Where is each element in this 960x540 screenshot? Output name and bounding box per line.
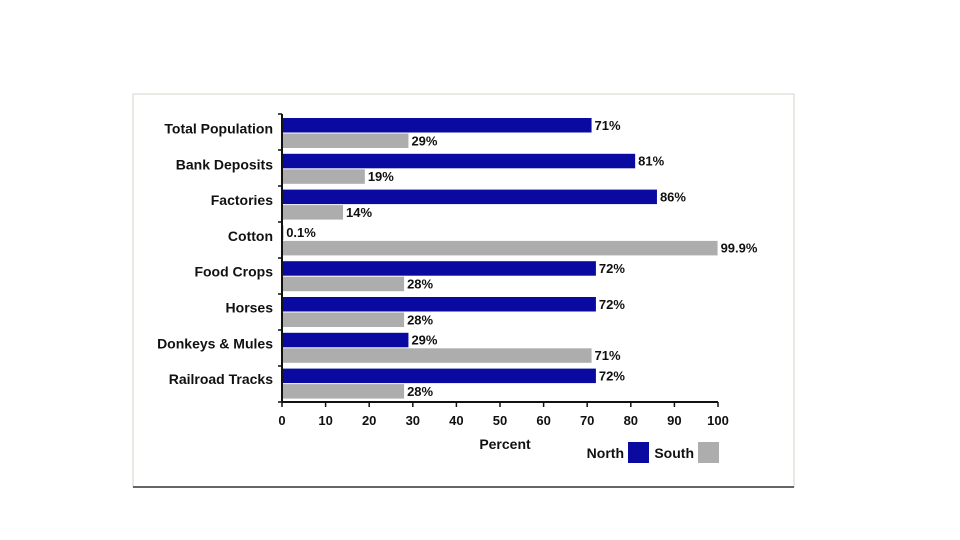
legend-label-south: South — [654, 445, 694, 461]
x-tick-label-40: 40 — [449, 413, 463, 428]
legend-swatch-north — [628, 442, 649, 463]
bar-south-total-population — [282, 133, 409, 148]
bar-south-bank-deposits — [282, 169, 365, 184]
category-label-horses: Horses — [226, 300, 274, 316]
bar-south-horses — [282, 312, 405, 327]
category-label-railroad-tracks: Railroad Tracks — [169, 371, 273, 387]
data-label-south-food-crops: 28% — [407, 276, 433, 291]
x-tick-label-70: 70 — [580, 413, 594, 428]
bar-north-bank-deposits — [282, 153, 636, 169]
x-axis-title: Percent — [479, 436, 531, 452]
bar-south-food-crops — [282, 276, 405, 292]
category-label-bank-deposits: Bank Deposits — [176, 156, 273, 172]
bar-north-donkeys-and-mules — [282, 332, 409, 348]
data-label-north-factories: 86% — [660, 189, 686, 204]
data-label-north-food-crops: 72% — [599, 261, 625, 276]
data-label-north-horses: 72% — [599, 297, 625, 312]
data-label-north-cotton: 0.1% — [286, 225, 316, 240]
bar-north-horses — [282, 297, 596, 312]
chart-frame — [132, 93, 795, 488]
legend-swatch-south — [698, 442, 719, 463]
data-label-south-railroad-tracks: 28% — [407, 384, 433, 399]
category-label-total-population: Total Population — [164, 121, 273, 137]
x-tick-label-100: 100 — [707, 413, 729, 428]
data-label-south-donkeys-and-mules: 71% — [595, 348, 621, 363]
data-label-south-factories: 14% — [346, 205, 372, 220]
legend-label-north: North — [587, 445, 624, 461]
data-label-south-total-population: 29% — [411, 133, 437, 148]
x-tick-label-80: 80 — [624, 413, 638, 428]
data-label-north-railroad-tracks: 72% — [599, 368, 625, 383]
category-label-factories: Factories — [211, 192, 273, 208]
bar-north-food-crops — [282, 261, 596, 276]
data-label-south-bank-deposits: 19% — [368, 169, 394, 184]
data-label-north-bank-deposits: 81% — [638, 154, 664, 169]
x-tick-label-90: 90 — [667, 413, 681, 428]
x-tick-label-0: 0 — [278, 413, 285, 428]
data-label-north-donkeys-and-mules: 29% — [411, 333, 437, 348]
bar-south-railroad-tracks — [282, 384, 405, 399]
data-label-south-cotton: 99.9% — [721, 241, 758, 256]
bar-south-factories — [282, 205, 344, 220]
plot-area: 71% 29% Total Population 81% 19% Bank Deposit… — [157, 113, 758, 463]
data-label-north-total-population: 71% — [595, 118, 621, 133]
x-tick-label-60: 60 — [536, 413, 550, 428]
bar-north-factories — [282, 189, 657, 205]
category-label-donkeys-and-mules: Donkeys & Mules — [157, 335, 273, 351]
category-label-food-crops: Food Crops — [194, 264, 273, 280]
bar-north-total-population — [282, 118, 592, 133]
data-label-south-horses: 28% — [407, 312, 433, 327]
bar-south-donkeys-and-mules — [282, 348, 592, 363]
x-tick-label-30: 30 — [406, 413, 420, 428]
bar-north-railroad-tracks — [282, 368, 596, 384]
x-tick-label-20: 20 — [362, 413, 376, 428]
x-tick-label-50: 50 — [493, 413, 507, 428]
bar-south-cotton — [282, 240, 718, 256]
x-tick-label-10: 10 — [318, 413, 332, 428]
category-label-cotton: Cotton — [228, 228, 273, 244]
